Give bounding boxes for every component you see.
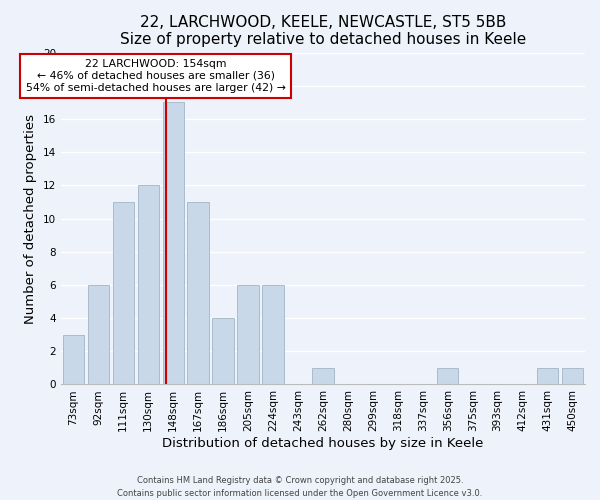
Bar	[537, 368, 558, 384]
Y-axis label: Number of detached properties: Number of detached properties	[24, 114, 37, 324]
Bar	[312, 368, 334, 384]
Bar	[113, 202, 134, 384]
Text: 22 LARCHWOOD: 154sqm
← 46% of detached houses are smaller (36)
54% of semi-detac: 22 LARCHWOOD: 154sqm ← 46% of detached h…	[26, 60, 286, 92]
Bar	[437, 368, 458, 384]
X-axis label: Distribution of detached houses by size in Keele: Distribution of detached houses by size …	[162, 437, 484, 450]
Bar	[562, 368, 583, 384]
Bar	[62, 334, 84, 384]
Title: 22, LARCHWOOD, KEELE, NEWCASTLE, ST5 5BB
Size of property relative to detached h: 22, LARCHWOOD, KEELE, NEWCASTLE, ST5 5BB…	[120, 15, 526, 48]
Bar	[262, 285, 284, 384]
Bar	[137, 186, 159, 384]
Bar	[187, 202, 209, 384]
Bar	[238, 285, 259, 384]
Bar	[212, 318, 233, 384]
Bar	[163, 102, 184, 384]
Text: Contains HM Land Registry data © Crown copyright and database right 2025.
Contai: Contains HM Land Registry data © Crown c…	[118, 476, 482, 498]
Bar	[88, 285, 109, 384]
